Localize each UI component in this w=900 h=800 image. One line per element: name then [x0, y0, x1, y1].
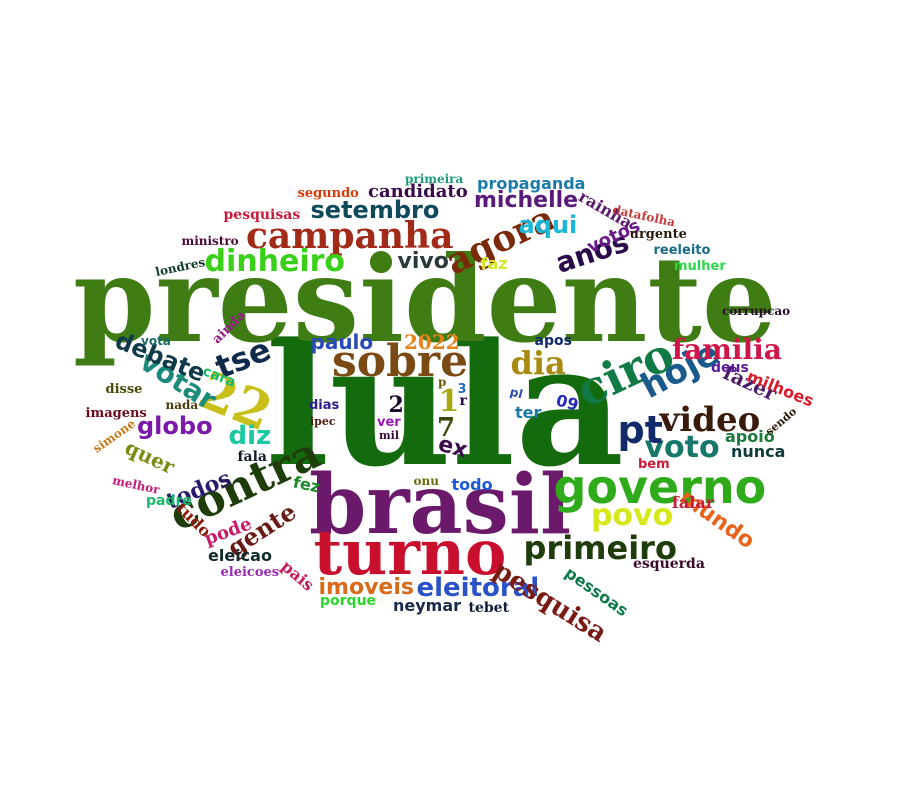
cloud-word: deus	[711, 360, 749, 376]
cloud-word: padre	[146, 493, 192, 509]
cloud-word: ipec	[310, 414, 336, 428]
cloud-word: povo	[591, 498, 674, 533]
cloud-word: pt	[617, 408, 663, 452]
cloud-word: 3	[457, 381, 467, 397]
cloud-word: imagens	[85, 405, 147, 421]
cloud-word: bem	[638, 456, 670, 472]
cloud-word: candidato	[368, 181, 468, 202]
cloud-word: corrupcao	[722, 304, 791, 318]
cloud-word: vivo	[397, 249, 449, 274]
cloud-word: r	[459, 393, 467, 409]
cloud-word: eleicao	[208, 546, 272, 565]
cloud-word: 2022	[404, 330, 460, 354]
cloud-word: diz	[228, 421, 272, 451]
cloud-word: p	[438, 375, 447, 389]
cloud-word: mulher	[674, 258, 726, 274]
cloud-word: imoveis	[318, 575, 414, 600]
cloud-word: mil	[379, 428, 399, 442]
cloud-word: quer	[121, 435, 179, 479]
cloud-word: vota	[141, 334, 171, 348]
cloud-word: nada	[165, 398, 199, 412]
cloud-word: turno	[313, 516, 507, 589]
cloud-word: governo	[553, 460, 767, 514]
cloud-word: dia	[510, 344, 566, 382]
cloud-word: 7	[437, 413, 456, 443]
cloud-word: michelle	[474, 188, 579, 213]
cloud-word: segundo	[297, 185, 359, 201]
cloud-word: ver	[377, 414, 401, 430]
cloud-word: familia	[672, 333, 782, 366]
cloud-word: voto	[644, 430, 720, 465]
cloud-word: tebet	[468, 600, 510, 616]
cloud-word: primeira	[405, 172, 464, 186]
cloud-word: urgente	[629, 226, 687, 242]
cloud-word: pesquisas	[223, 207, 301, 223]
cloud-word: video	[659, 400, 761, 440]
cloud-word: fala	[237, 449, 267, 465]
cloud-word: faz	[480, 254, 508, 273]
cloud-word: sobre	[332, 336, 469, 387]
cloud-word: setembro	[310, 196, 440, 224]
cloud-word: todo	[451, 475, 493, 494]
cloud-word: 1	[438, 384, 460, 419]
cloud-word: ter	[515, 403, 542, 422]
cloud-word: brasil	[309, 457, 572, 553]
cloud-word: dias	[309, 397, 340, 413]
cloud-word: esquerda	[633, 556, 705, 572]
cloud-word: apos	[534, 333, 572, 349]
cloud-word: falar	[672, 493, 715, 512]
cloud-word: sendo	[763, 404, 800, 438]
cloud-word: disse	[105, 381, 143, 397]
cloud-word: propaganda	[477, 174, 586, 193]
cloud-word: presidente	[73, 230, 777, 369]
cloud-word: paulo	[310, 330, 374, 354]
cloud-word: campanha	[246, 215, 454, 257]
cloud-word: primeiro	[523, 529, 677, 567]
cloud-word: 2	[388, 392, 404, 418]
cloud-word: onu	[413, 474, 439, 488]
cloud-word: eleicoes	[220, 564, 280, 580]
cloud-word: nunca	[731, 442, 786, 461]
cloud-word: neymar	[393, 596, 462, 615]
cloud-word: pais	[277, 556, 318, 595]
cloud-word: porque	[320, 593, 377, 609]
cloud-word: melhor	[111, 473, 161, 497]
cloud-word: globo	[137, 412, 213, 440]
cloud-word: aqui	[518, 211, 578, 239]
cloud-word: apoio	[725, 427, 775, 446]
cloud-word: ministro	[181, 234, 239, 248]
cloud-word: reeleito	[653, 242, 711, 258]
cloud-word: eleitoral	[416, 573, 540, 603]
cloud-word: lula	[265, 306, 625, 504]
cloud-word: dinheiro	[204, 244, 346, 279]
cloud-word: pl	[507, 384, 524, 402]
